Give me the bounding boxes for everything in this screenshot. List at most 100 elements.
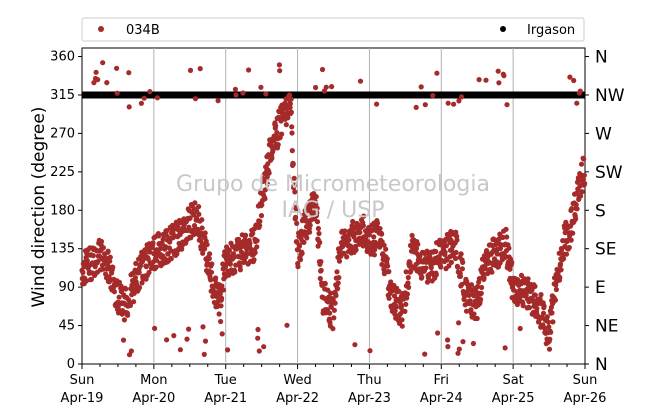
data-point-034b bbox=[478, 296, 484, 303]
data-point-034b bbox=[262, 187, 268, 193]
data-point-034b bbox=[526, 305, 533, 311]
data-point-034b bbox=[197, 66, 203, 72]
data-point-034b bbox=[207, 251, 213, 257]
watermark-line-2: IAG / USP bbox=[282, 198, 385, 223]
data-point-034b bbox=[492, 242, 498, 248]
data-point-034b bbox=[424, 279, 431, 285]
data-point-034b bbox=[484, 248, 490, 254]
data-point-034b bbox=[406, 284, 412, 290]
data-point-034b bbox=[254, 244, 260, 250]
data-point-034b bbox=[336, 258, 343, 264]
data-point-034b bbox=[573, 202, 579, 208]
data-point-034b bbox=[453, 249, 459, 256]
data-point-034b bbox=[552, 297, 559, 303]
data-point-034b bbox=[159, 241, 165, 247]
data-point-034b bbox=[568, 237, 574, 243]
data-point-034b bbox=[116, 294, 122, 300]
data-point-034b bbox=[158, 245, 164, 252]
data-point-034b bbox=[415, 241, 421, 247]
data-point-034b bbox=[448, 237, 454, 243]
data-point-034b bbox=[304, 235, 310, 241]
data-point-034b bbox=[98, 238, 105, 245]
data-point-034b bbox=[459, 266, 465, 272]
compass-tick-label: SW bbox=[595, 163, 623, 183]
compass-tick-label: W bbox=[595, 124, 612, 144]
data-point-034b bbox=[131, 299, 137, 305]
data-point-034b bbox=[353, 247, 359, 253]
data-point-034b bbox=[241, 258, 248, 264]
data-point-034b bbox=[120, 337, 127, 343]
data-layer bbox=[79, 60, 588, 358]
data-point-034b bbox=[456, 320, 462, 326]
data-point-034b bbox=[80, 269, 86, 275]
data-point-034b bbox=[259, 202, 265, 208]
data-point-034b bbox=[579, 189, 585, 195]
data-point-034b bbox=[313, 84, 319, 91]
data-point-034b bbox=[405, 274, 411, 281]
data-point-034b bbox=[567, 74, 573, 80]
legend-marker-034b bbox=[98, 26, 104, 32]
data-point-034b bbox=[254, 238, 260, 244]
data-point-034b bbox=[404, 291, 410, 297]
y-tick-label: 315 bbox=[50, 88, 75, 103]
data-point-034b bbox=[503, 226, 509, 232]
data-point-034b bbox=[186, 224, 192, 230]
x-tick-label-day: Tue bbox=[214, 373, 237, 388]
data-point-034b bbox=[518, 272, 525, 278]
data-point-034b bbox=[273, 123, 279, 129]
data-point-034b bbox=[255, 326, 261, 333]
data-point-034b bbox=[288, 96, 294, 102]
x-tick-label-day: Wed bbox=[283, 373, 311, 388]
data-point-034b bbox=[263, 91, 269, 97]
data-point-034b bbox=[459, 281, 465, 288]
data-point-034b bbox=[557, 261, 564, 267]
data-point-034b bbox=[515, 277, 521, 283]
data-point-034b bbox=[377, 226, 383, 232]
x-tick-label-day: Thu bbox=[356, 373, 381, 388]
data-point-034b bbox=[104, 80, 110, 86]
data-point-034b bbox=[115, 305, 121, 311]
data-point-034b bbox=[333, 293, 339, 299]
data-point-034b bbox=[443, 243, 449, 249]
data-point-034b bbox=[171, 333, 177, 339]
data-point-034b bbox=[136, 269, 142, 275]
compass-tick-label: NW bbox=[595, 86, 625, 106]
data-point-034b bbox=[386, 295, 392, 301]
data-point-034b bbox=[582, 180, 588, 187]
data-point-034b bbox=[297, 257, 304, 263]
data-point-034b bbox=[91, 80, 97, 86]
data-point-034b bbox=[289, 124, 295, 130]
data-point-034b bbox=[323, 84, 329, 90]
data-point-034b bbox=[258, 213, 265, 219]
data-point-034b bbox=[454, 237, 460, 243]
data-point-034b bbox=[445, 337, 451, 343]
x-tick-label-day: Sat bbox=[502, 373, 523, 388]
data-point-034b bbox=[435, 330, 441, 336]
data-point-034b bbox=[550, 319, 556, 325]
data-point-034b bbox=[546, 324, 552, 330]
data-point-034b bbox=[264, 174, 270, 180]
data-point-034b bbox=[150, 240, 156, 246]
data-point-034b bbox=[261, 178, 267, 184]
data-point-034b bbox=[192, 96, 199, 102]
data-point-034b bbox=[466, 292, 472, 298]
data-point-034b bbox=[219, 331, 225, 337]
data-point-034b bbox=[578, 161, 585, 167]
data-point-034b bbox=[357, 229, 363, 235]
data-point-034b bbox=[90, 253, 96, 259]
legend-marker-irgason bbox=[500, 26, 506, 32]
data-point-034b bbox=[232, 86, 238, 92]
data-point-034b bbox=[265, 161, 271, 167]
data-point-034b bbox=[385, 263, 391, 269]
data-point-034b bbox=[284, 322, 290, 328]
data-point-034b bbox=[504, 234, 510, 240]
data-point-034b bbox=[408, 268, 414, 274]
data-point-034b bbox=[199, 217, 205, 223]
data-point-034b bbox=[371, 234, 377, 240]
data-point-034b bbox=[335, 280, 341, 286]
data-point-034b bbox=[199, 225, 205, 231]
data-point-034b bbox=[388, 279, 394, 285]
data-point-034b bbox=[494, 251, 500, 257]
data-point-034b bbox=[329, 84, 335, 90]
data-point-034b bbox=[433, 272, 439, 278]
